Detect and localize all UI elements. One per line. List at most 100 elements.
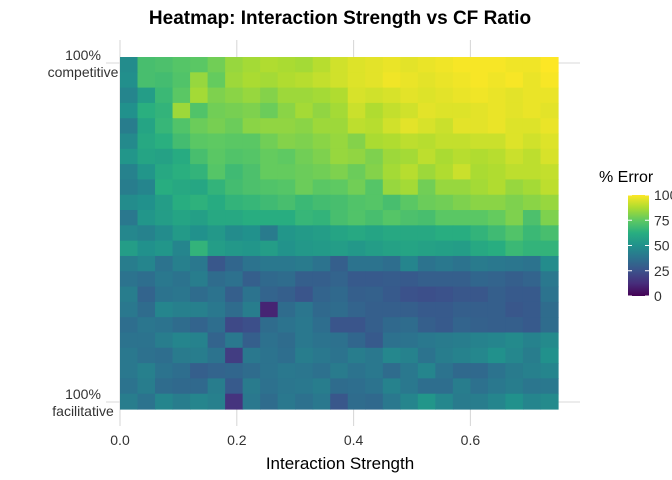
heatmap-cell xyxy=(540,378,559,395)
heatmap-cell xyxy=(417,225,436,242)
heatmap-cell xyxy=(347,271,366,288)
heatmap-cell xyxy=(242,118,261,135)
heatmap-cell xyxy=(207,255,226,272)
heatmap-cell xyxy=(120,102,139,119)
heatmap-cell xyxy=(382,393,401,410)
heatmap-cell xyxy=(452,317,471,334)
heatmap-cell xyxy=(400,393,419,410)
heatmap-cell xyxy=(365,363,384,379)
heatmap-cell xyxy=(207,271,226,288)
heatmap-cell xyxy=(260,225,279,242)
heatmap-cell xyxy=(365,240,384,257)
heatmap-cell xyxy=(207,317,226,334)
heatmap-cell xyxy=(207,72,226,89)
heatmap-cell xyxy=(137,148,156,165)
heatmap-cell xyxy=(452,102,471,119)
y-tick-label: 100% facilitative xyxy=(52,386,114,419)
legend-tick-label: 0 xyxy=(654,288,662,304)
heatmap-cell xyxy=(417,102,436,119)
heatmap-cell xyxy=(417,363,436,379)
heatmap-cell xyxy=(277,240,296,257)
heatmap-cell xyxy=(417,164,436,181)
heatmap-cell xyxy=(505,148,524,165)
heatmap-cell xyxy=(155,72,174,89)
heatmap-cell xyxy=(522,286,542,303)
heatmap-cell xyxy=(417,393,436,410)
heatmap-cell xyxy=(365,286,384,303)
heatmap-cell xyxy=(330,225,349,242)
heatmap-cell xyxy=(400,347,419,364)
heatmap-cell xyxy=(242,87,261,104)
heatmap-cell xyxy=(120,363,139,379)
heatmap-cell xyxy=(242,240,261,257)
heatmap-cell xyxy=(225,271,244,288)
heatmap-cell xyxy=(470,378,489,395)
heatmap-cell xyxy=(365,317,384,334)
heatmap-cell xyxy=(295,286,314,303)
heatmap-cell xyxy=(330,72,349,89)
heatmap-cell xyxy=(172,133,191,150)
heatmap-cell xyxy=(120,148,139,165)
heatmap-cell xyxy=(277,271,296,288)
heatmap-cell xyxy=(295,301,314,318)
heatmap-cell xyxy=(207,148,226,165)
heatmap-cell xyxy=(207,210,226,226)
heatmap-cell xyxy=(172,102,191,119)
heatmap-cell xyxy=(207,225,226,242)
heatmap-cell xyxy=(172,118,191,135)
heatmap-cell xyxy=(277,72,296,89)
heatmap-cell xyxy=(312,286,331,303)
heatmap-cell xyxy=(452,286,471,303)
heatmap-cell xyxy=(172,87,191,104)
heatmap-cell xyxy=(137,317,156,334)
heatmap-cell xyxy=(260,72,279,89)
heatmap-cell xyxy=(365,148,384,165)
heatmap-cell xyxy=(312,332,331,349)
heatmap-cell xyxy=(505,363,524,379)
heatmap-cell xyxy=(207,133,226,150)
heatmap-cell xyxy=(505,87,524,104)
heatmap-cell xyxy=(137,393,156,410)
heatmap-cell xyxy=(172,255,191,272)
heatmap-cell xyxy=(295,225,314,242)
heatmap-cell xyxy=(417,87,436,104)
heatmap-cell xyxy=(382,87,401,104)
heatmap-cell xyxy=(190,57,209,73)
heatmap-cell xyxy=(470,317,489,334)
heatmap-cell xyxy=(382,72,401,89)
heatmap-cell xyxy=(522,317,542,334)
heatmap-cell xyxy=(260,363,279,379)
heatmap-cell xyxy=(382,363,401,379)
heatmap-cell xyxy=(417,179,436,196)
heatmap-cell xyxy=(137,271,156,288)
heatmap-cell xyxy=(347,363,366,379)
heatmap-cell xyxy=(295,194,314,211)
heatmap-cell xyxy=(225,194,244,211)
heatmap-cell xyxy=(452,133,471,150)
heatmap-cell xyxy=(155,118,174,135)
heatmap-cell xyxy=(505,240,524,257)
heatmap-cell xyxy=(330,363,349,379)
heatmap-cell xyxy=(452,118,471,135)
heatmap-cell xyxy=(155,271,174,288)
heatmap-cell xyxy=(295,118,314,135)
heatmap-cell xyxy=(260,179,279,196)
heatmap-cell xyxy=(225,148,244,165)
heatmap-cell xyxy=(225,102,244,119)
heatmap-cell xyxy=(505,301,524,318)
heatmap-cell xyxy=(242,301,261,318)
heatmap-cell xyxy=(120,225,139,242)
heatmap-cell xyxy=(382,286,401,303)
heatmap-cell xyxy=(435,102,454,119)
heatmap-cell xyxy=(242,225,261,242)
heatmap-cell xyxy=(137,87,156,104)
heatmap-cell xyxy=(487,240,507,257)
heatmap-cell xyxy=(172,393,191,410)
heatmap-cell xyxy=(382,194,401,211)
heatmap-cell xyxy=(137,301,156,318)
heatmap-cell xyxy=(312,210,331,226)
heatmap-cell xyxy=(540,301,559,318)
heatmap-cell xyxy=(295,317,314,334)
heatmap-cell xyxy=(470,286,489,303)
x-tick-label: 0.2 xyxy=(227,432,247,448)
